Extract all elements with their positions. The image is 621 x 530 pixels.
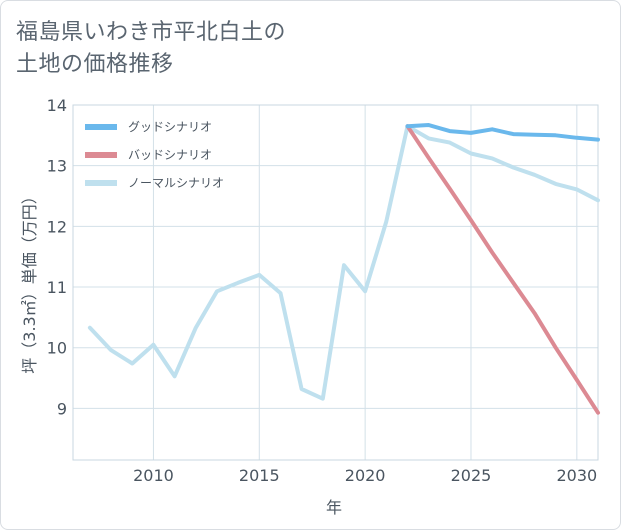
y-axis-title: 坪（3.3㎡）単価（万円） — [20, 188, 39, 373]
legend-label: バッドシナリオ — [128, 148, 212, 162]
y-tick-label: 9 — [57, 399, 67, 418]
x-tick-label: 2020 — [345, 466, 386, 485]
y-tick-label: 13 — [47, 157, 67, 176]
series-line-1 — [405, 124, 600, 415]
y-tick-label: 14 — [47, 96, 67, 115]
x-axis-ticks: 2010 2015 2020 2025 2030 — [133, 466, 597, 485]
legend-label: グッドシナリオ — [128, 120, 212, 134]
x-axis-title: 年 — [326, 498, 342, 517]
y-axis-ticks: 9 10 11 12 13 14 — [47, 96, 67, 418]
series-line-2 — [87, 124, 600, 401]
y-tick-label: 10 — [47, 339, 67, 358]
x-tick-label: 2030 — [556, 466, 597, 485]
legend-label: ノーマルシナリオ — [128, 176, 224, 190]
y-tick-label: 11 — [47, 278, 67, 297]
chart-title: 福島県いわき市平北白土の 土地の価格推移 — [16, 17, 286, 81]
y-tick-label: 12 — [47, 217, 67, 236]
series-lines — [87, 123, 600, 415]
plot-area-frame — [72, 104, 599, 461]
x-tick-label: 2010 — [133, 466, 174, 485]
chart-title-line-1: 福島県いわき市平北白土の — [16, 20, 287, 45]
chart-title-line-2: 土地の価格推移 — [16, 52, 174, 77]
series-line-0 — [405, 123, 600, 142]
x-tick-label: 2025 — [451, 466, 492, 485]
x-tick-label: 2015 — [239, 466, 280, 485]
